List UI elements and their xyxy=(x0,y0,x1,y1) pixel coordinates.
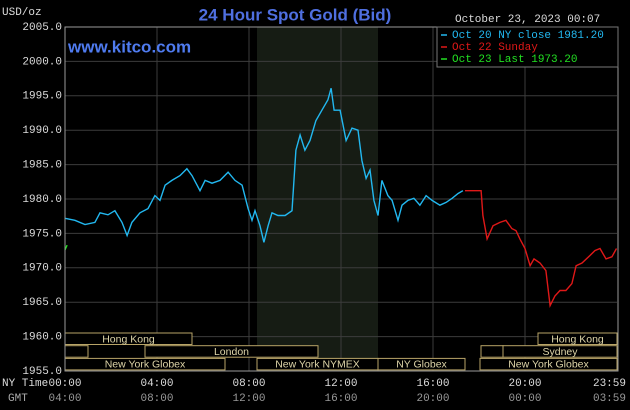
session-box xyxy=(377,357,466,371)
session-label: Sydney xyxy=(542,346,578,358)
timestamp: October 23, 2023 00:07 xyxy=(455,14,600,26)
legend-label: Oct 22 Sunday xyxy=(452,42,538,54)
price-line xyxy=(465,190,618,308)
y-tick-label: 1990.0 xyxy=(22,125,62,137)
session-label: NY Globex xyxy=(396,359,447,371)
x-tick-label: 12:00 xyxy=(324,378,357,390)
gmt-tick-label: 16:00 xyxy=(324,393,357,405)
session-label: New York NYMEX xyxy=(275,359,360,371)
x-tick-label: 20:00 xyxy=(508,378,541,390)
legend-label: Oct 23 Last 1973.20 xyxy=(452,54,577,66)
x-tick-label: 08:00 xyxy=(232,378,265,390)
plot-frame xyxy=(64,26,619,372)
gmt-tick-label: 08:00 xyxy=(140,393,173,405)
y-tick-label: 2005.0 xyxy=(22,22,62,34)
session-label: London xyxy=(214,346,249,358)
row-label: GMT xyxy=(8,393,28,405)
row-label: NY Time xyxy=(2,378,48,390)
session-box xyxy=(144,345,319,358)
legend xyxy=(436,26,619,68)
y-tick-label: 1995.0 xyxy=(22,91,62,103)
gmt-tick-label: 03:59 xyxy=(593,393,626,405)
price-line xyxy=(64,88,464,243)
y-tick-label: 1965.0 xyxy=(22,297,62,309)
gmt-tick-label: 20:00 xyxy=(416,393,449,405)
session-label: Hong Kong xyxy=(102,333,155,345)
y-tick-label: 1980.0 xyxy=(22,194,62,206)
session-box xyxy=(537,332,618,345)
x-tick-label: 23:59 xyxy=(593,378,626,390)
session-box xyxy=(480,345,504,358)
session-label: Hong Kong xyxy=(551,333,604,345)
y-tick-label: 1975.0 xyxy=(22,228,62,240)
x-tick-label: 16:00 xyxy=(416,378,449,390)
y-tick-label: 1955.0 xyxy=(22,366,62,378)
x-tick-label: 04:00 xyxy=(140,378,173,390)
y-unit: USD/oz xyxy=(2,7,42,19)
y-tick-label: 1960.0 xyxy=(22,332,62,344)
session-box xyxy=(479,357,618,371)
session-label: New York Globex xyxy=(105,359,186,371)
legend-label: Oct 20 NY close 1981.20 xyxy=(452,30,604,42)
session-label: New York Globex xyxy=(508,359,589,371)
gmt-tick-label: 04:00 xyxy=(48,393,81,405)
gmt-tick-label: 12:00 xyxy=(232,393,265,405)
watermark: www.kitco.com xyxy=(67,37,191,56)
y-tick-label: 1970.0 xyxy=(22,263,62,275)
y-tick-label: 1985.0 xyxy=(22,160,62,172)
y-tick-label: 2000.0 xyxy=(22,56,62,68)
x-tick-label: 00:00 xyxy=(48,378,81,390)
session-box xyxy=(502,345,618,358)
chart-title: 24 Hour Spot Gold (Bid) xyxy=(199,5,392,24)
session-box xyxy=(64,345,89,358)
gmt-tick-label: 00:00 xyxy=(508,393,541,405)
